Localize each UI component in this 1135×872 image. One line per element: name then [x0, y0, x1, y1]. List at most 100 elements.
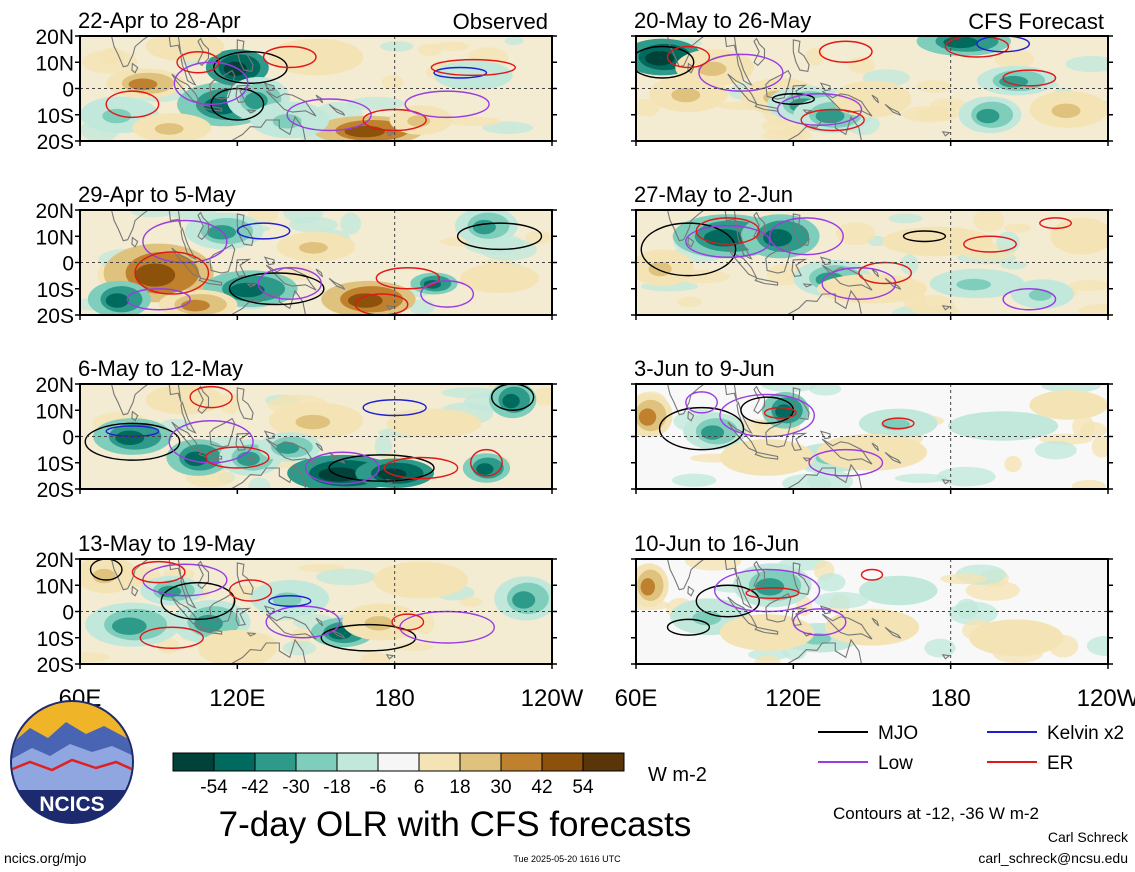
coastline: [209, 69, 236, 100]
olr-anomaly-patch: [248, 477, 271, 489]
coastline: [727, 73, 758, 105]
panel-period-label: 10-Jun to 16-Jun: [634, 531, 799, 556]
olr-anomaly-core: [295, 51, 331, 66]
x-axis-labels: 60E 120E 180 120W 60E 120E 180 120W: [59, 685, 1135, 712]
coastline: [736, 575, 753, 609]
y-tick-label: 20S: [37, 654, 74, 677]
coastline: [229, 463, 307, 489]
coastline: [941, 305, 951, 311]
coastline: [765, 417, 792, 448]
olr-anomaly-patch: [1034, 440, 1077, 460]
olr-anomaly-patch: [316, 568, 376, 586]
y-tick-label: 20N: [35, 200, 74, 223]
y-tick-label: 20N: [35, 549, 74, 572]
colorbar-swatch: [295, 752, 338, 772]
coastline: [197, 560, 210, 590]
y-tick-label: 0: [62, 602, 74, 625]
coastline: [209, 243, 236, 274]
olr-anomaly-core: [1051, 103, 1081, 119]
mjo-contour: [320, 623, 417, 652]
mjo-contour: [636, 45, 695, 79]
panel-forecast-1: 20-May to 26-May CFS Forecast: [631, 8, 1113, 146]
er-contour: [383, 456, 459, 480]
er-contour: [430, 58, 516, 77]
low-contour: [719, 393, 816, 438]
coastline: [265, 438, 317, 465]
olr-anomaly-core: [167, 395, 197, 407]
er-contour: [944, 36, 1010, 58]
y-tick-label: 10N: [35, 400, 74, 423]
olr-anomaly-patch: [747, 648, 790, 661]
olr-anomaly-patch: [940, 573, 987, 585]
coastline: [236, 387, 254, 421]
panel-period-label: 6-May to 12-May: [78, 356, 243, 381]
olr-anomaly-core: [692, 610, 722, 626]
y-tick-label: 10S: [37, 453, 74, 476]
mjo-contour: [695, 584, 760, 618]
x-tick-label: 120W: [521, 685, 584, 712]
coastline: [871, 268, 880, 278]
olr-anomaly-patch: [374, 434, 393, 458]
er-contour: [666, 45, 711, 69]
coastline: [802, 457, 812, 462]
mjo-contour: [658, 406, 745, 451]
low-contour: [404, 90, 490, 119]
coastline: [687, 236, 695, 248]
olr-anomaly-core: [638, 408, 657, 426]
olr-anomaly-core: [1068, 230, 1092, 245]
y-tick-label: 10S: [37, 105, 74, 128]
olr-anomaly-core: [220, 642, 250, 657]
coastline: [198, 626, 223, 635]
coastline: [802, 283, 812, 288]
coastline: [131, 62, 139, 74]
coastline: [168, 210, 182, 229]
x-tick-label: 120E: [765, 685, 821, 712]
olr-anomaly-patch: [1069, 279, 1108, 291]
er-contour: [858, 261, 913, 285]
coastline: [765, 243, 792, 274]
olr-anomaly-core: [648, 261, 672, 277]
olr-anomaly-patch: [916, 80, 952, 93]
coastline: [736, 226, 753, 260]
panel-observed-4: 20N 10N 0 10S 20S 13-May to 19-May: [35, 531, 557, 677]
coastline: [236, 213, 254, 247]
er-contour: [262, 45, 317, 69]
coastline: [315, 617, 324, 627]
mjo-contour: [228, 272, 325, 306]
olr-field: [80, 559, 552, 664]
er-contour: [354, 293, 409, 315]
olr-anomaly-patch: [911, 294, 956, 315]
coastline: [265, 613, 317, 640]
low-contour: [776, 93, 863, 126]
olr-anomaly-core: [701, 425, 725, 440]
coastline: [168, 384, 182, 403]
coastline: [941, 131, 951, 137]
coastline: [791, 84, 808, 103]
y-tick-label: 20S: [37, 305, 74, 328]
mjo-contour: [456, 222, 543, 251]
coastline: [754, 451, 779, 460]
olr-anomaly-patch: [415, 612, 435, 634]
olr-anomaly-patch: [936, 466, 996, 487]
coastline: [666, 559, 706, 591]
low-contour: [257, 267, 322, 300]
y-tick-label: 10N: [35, 226, 74, 249]
source-url: ncics.org/mjo: [4, 850, 87, 866]
coastline: [727, 247, 758, 279]
olr-anomaly-core: [102, 108, 132, 124]
coastline: [246, 457, 256, 462]
olr-anomaly-patch: [761, 384, 818, 393]
y-tick-label: 0: [62, 253, 74, 276]
panel-observed-2: 20N 10N 0 10S 20S 29-Apr to 5-May: [35, 182, 557, 328]
kelvin-contour: [976, 36, 1031, 53]
olr-anomaly-core: [976, 108, 1000, 124]
olr-anomaly-core: [92, 568, 116, 584]
olr-anomaly-patch: [395, 642, 434, 651]
olr-anomaly-core: [851, 621, 887, 636]
olr-anomaly-patch: [965, 579, 1020, 601]
coastline: [110, 559, 150, 591]
coastline: [180, 226, 197, 260]
er-contour: [391, 613, 425, 631]
coastline: [236, 39, 254, 73]
